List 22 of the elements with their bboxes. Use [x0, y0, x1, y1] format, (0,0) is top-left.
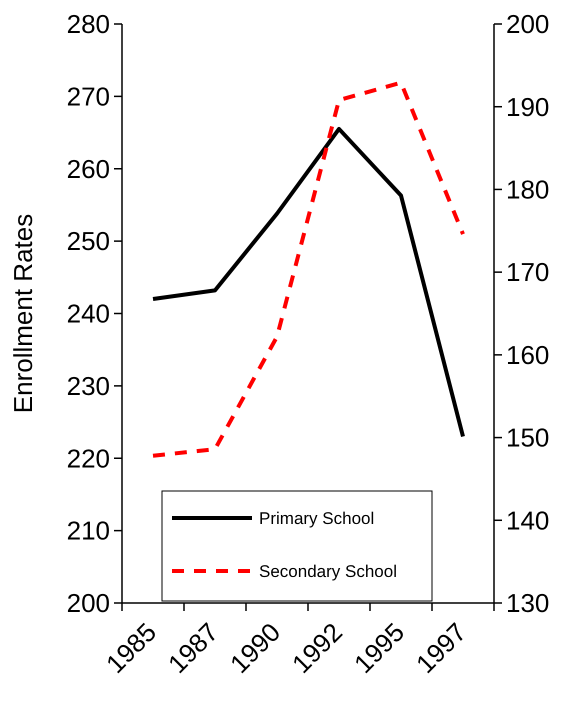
line-series — [151, 126, 465, 439]
y-tick-label: 250 — [66, 226, 110, 256]
y2-tick-label: 140 — [506, 505, 550, 536]
y-tick-label: 240 — [66, 298, 110, 329]
legend-label: Primary School — [259, 508, 374, 528]
y2-tick-label: 180 — [506, 174, 550, 205]
y-tick-label: 260 — [66, 154, 110, 184]
y2-tick-label: 200 — [506, 9, 550, 40]
y-tick-label: 270 — [66, 81, 110, 112]
y-tick-label: 280 — [66, 9, 110, 40]
y-tick-label: 230 — [66, 370, 110, 401]
y-tick-label: 200 — [66, 588, 110, 618]
y-axis-title: Enrollment Rates — [8, 214, 38, 414]
y-tick-label: 210 — [66, 516, 110, 546]
y2-tick-label: 170 — [506, 257, 550, 288]
line-series — [151, 80, 465, 458]
y2-tick-label: 160 — [506, 340, 550, 370]
y2-tick-label: 190 — [506, 92, 550, 122]
y-tick-label: 220 — [66, 443, 110, 474]
y2-tick-label: 130 — [506, 588, 550, 618]
legend-label: Secondary School — [259, 562, 397, 581]
y2-tick-label: 150 — [506, 422, 550, 453]
